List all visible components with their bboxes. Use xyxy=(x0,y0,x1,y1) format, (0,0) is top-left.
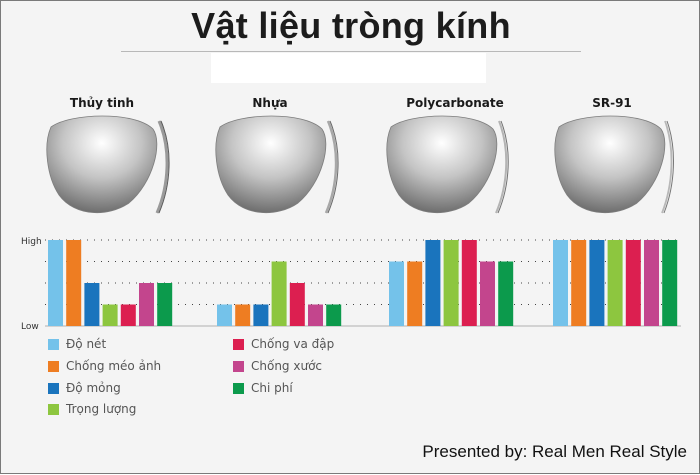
legend-label: Chống xước xyxy=(251,359,323,373)
bar-1-2 xyxy=(66,240,82,326)
bar-3-1 xyxy=(389,261,404,326)
lens-glass-icon xyxy=(46,115,170,214)
legend-swatch xyxy=(48,360,59,372)
title-divider xyxy=(121,51,581,52)
lens-sr91-icon xyxy=(554,115,674,214)
lens-plastic-icon xyxy=(215,115,339,214)
bar-3-7 xyxy=(498,261,514,326)
legend-item: Chi phí xyxy=(233,380,293,396)
legend-item: Chống va đập xyxy=(233,336,334,352)
legend-swatch xyxy=(233,338,244,350)
bar-4-1 xyxy=(553,240,568,326)
bar-4-3 xyxy=(589,240,605,326)
bar-2-4 xyxy=(271,261,287,326)
bar-4-4 xyxy=(607,240,623,326)
bar-4-5 xyxy=(625,240,641,326)
legend-label: Chống méo ảnh xyxy=(66,359,162,373)
bar-3-4 xyxy=(443,240,459,326)
legend-label: Chống va đập xyxy=(251,337,335,351)
material-label-polycarbonate: Polycarbonate xyxy=(406,96,504,110)
bar-3-6 xyxy=(480,261,495,326)
bar-4-6 xyxy=(644,240,659,326)
bar-3-3 xyxy=(425,240,441,326)
legend-label: Chi phí xyxy=(251,381,293,395)
bar-4-2 xyxy=(571,240,587,326)
bar-1-6 xyxy=(139,283,154,326)
bar-2-1 xyxy=(217,304,232,326)
legend-item: Chống méo ảnh xyxy=(48,358,161,374)
y-label-high: High xyxy=(21,237,42,247)
legend-label: Độ mỏng xyxy=(66,381,121,395)
bar-1-4 xyxy=(102,304,118,326)
page-title: Vật liệu tròng kính xyxy=(191,5,511,46)
bar-2-5 xyxy=(289,283,305,326)
material-label-glass: Thủy tinh xyxy=(69,96,135,110)
y-label-low: Low xyxy=(21,322,39,332)
title-underlay xyxy=(211,53,486,83)
bar-2-7 xyxy=(326,304,342,326)
legend-item: Chống xước xyxy=(233,358,322,374)
bar-1-3 xyxy=(84,283,100,326)
legend-swatch xyxy=(48,382,59,394)
legend-swatch xyxy=(48,338,59,350)
bar-3-5 xyxy=(461,240,477,326)
bar-1-5 xyxy=(120,304,136,326)
material-label-plastic: Nhựa xyxy=(252,96,288,110)
lens-polycarbonate-icon xyxy=(386,115,509,214)
legend-label: Độ nét xyxy=(66,337,107,351)
legend-swatch xyxy=(48,403,59,415)
bar-2-3 xyxy=(253,304,269,326)
bar-3-2 xyxy=(407,261,423,326)
bar-2-2 xyxy=(235,304,251,326)
bar-2-6 xyxy=(308,304,323,326)
material-label-sr91: SR-91 xyxy=(592,96,632,110)
legend-item: Trọng lượng xyxy=(48,401,136,417)
credit-text: Presented by: Real Men Real Style xyxy=(422,442,687,461)
legend-label: Trọng lượng xyxy=(66,402,137,416)
legend-swatch xyxy=(233,360,244,372)
bar-1-7 xyxy=(157,283,173,326)
legend-swatch xyxy=(233,382,244,394)
bar-1-1 xyxy=(48,240,63,326)
bar-4-7 xyxy=(662,240,678,326)
legend-item: Độ mỏng xyxy=(48,380,121,396)
legend-item: Độ nét xyxy=(48,336,106,352)
